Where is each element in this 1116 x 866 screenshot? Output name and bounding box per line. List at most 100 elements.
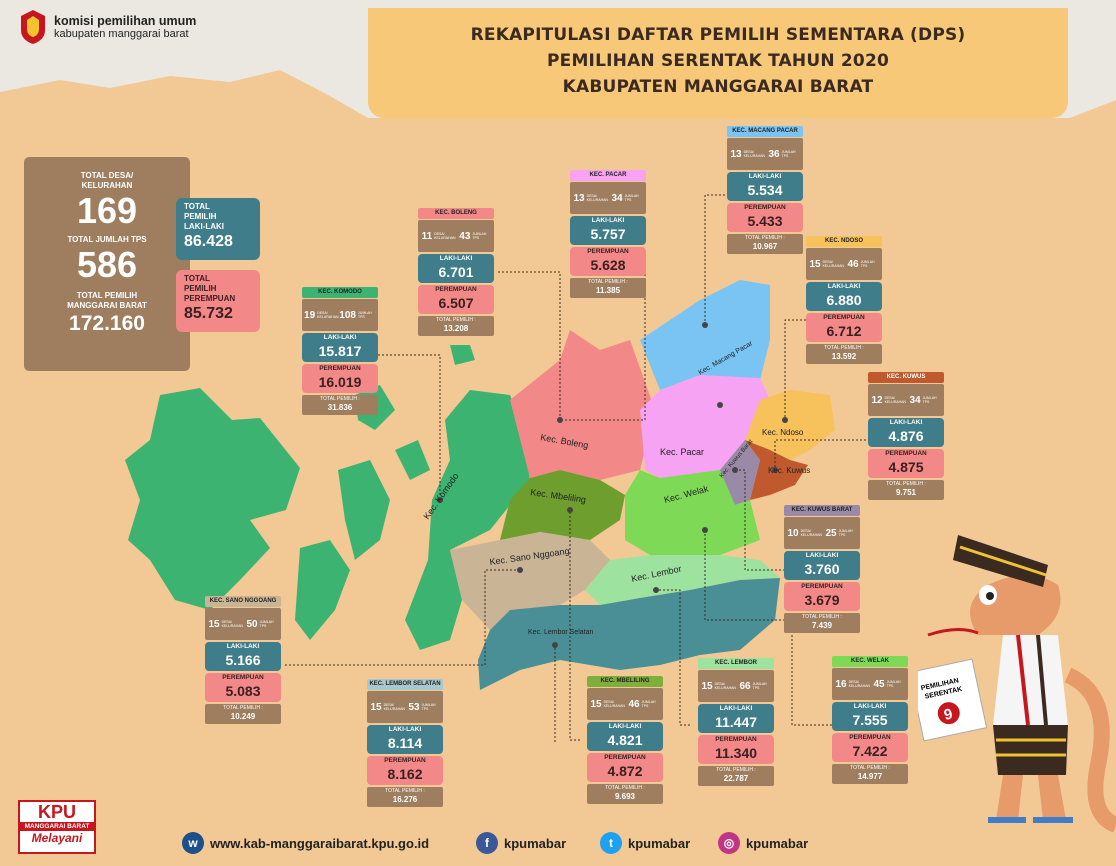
footer-facebook[interactable]: f kpumabar [476,832,566,854]
total-box: TOTAL PEMILIH : 11.385 [570,278,646,298]
perempuan-value: 5.433 [747,213,783,229]
tps-count: 46 [628,698,640,710]
desa-unit: DESA/ KELURAHAN [383,703,405,711]
tps-count: 46 [847,258,859,270]
tps-count: 50 [246,618,258,630]
perempuan-label: PEREMPUAN [744,204,786,211]
total-label: TOTAL PEMILIH : [385,788,425,794]
perempuan-box: PEREMPUAN 3.679 [784,582,860,611]
total-pemilih-label-2: MANGGARAI BARAT [67,301,147,310]
total-tps-label: TOTAL JUMLAH TPS [67,235,147,244]
perempuan-value: 6.712 [826,323,862,339]
region-pacar[interactable] [640,375,770,478]
laki-box: LAKI-LAKI 5.166 [205,642,281,671]
total-box: TOTAL PEMILIH : 9.751 [868,480,944,500]
perempuan-value: 5.628 [590,257,626,273]
desa-unit: DESA/ KELURAHAN [822,260,844,268]
perempuan-box: PEREMPUAN 11.340 [698,735,774,764]
perempuan-label: PEREMPUAN [604,754,646,761]
perempuan-label: PEREMPUAN [801,583,843,590]
laki-value: 7.555 [852,712,888,728]
district-stats: 10 DESA/ KELURAHAN 25 JUMLAH TPS [784,517,860,549]
perempuan-label: PEREMPUAN [435,286,477,293]
region-ndoso[interactable] [745,390,835,460]
perempuan-value: 3.679 [804,592,840,608]
footer-instagram[interactable]: ◎ kpumabar [718,832,808,854]
map-label-kuwus: Kec. Kuwus [768,466,810,475]
facebook-text: kpumabar [504,835,567,851]
total-box: TOTAL PEMILIH : 9.693 [587,784,663,804]
laki-label: LAKI-LAKI [748,173,782,180]
perempuan-label: PEREMPUAN [384,757,426,764]
laki-label: LAKI-LAKI [889,419,923,426]
laki-box: LAKI-LAKI 7.555 [832,702,908,731]
total-perempuan-value: 85.732 [184,305,233,322]
total-desa-label-1: TOTAL DESA/ [80,171,134,180]
desa-unit: DESA/ KELURAHAN [434,232,456,240]
total-perempuan-label-2: PEMILIH [184,284,217,293]
instagram-icon: ◎ [718,832,740,854]
district-name: KEC. LEMBOR SELATAN [367,679,443,690]
laki-box: LAKI-LAKI 8.114 [367,725,443,754]
tps-unit: JUMLAH TPS [641,700,656,708]
perempuan-label: PEREMPUAN [319,365,361,372]
desa-count: 15 [590,698,602,710]
district-card-3: KEC. PACAR 13 DESA/ KELURAHAN 34 JUMLAH TP… [570,170,646,298]
total-perempuan-label-3: PEREMPUAN [184,294,236,303]
footer-twitter[interactable]: t kpumabar [600,832,690,854]
desa-count: 15 [701,680,713,692]
perempuan-label: PEREMPUAN [885,450,927,457]
district-card-4: KEC. MACANG PACAR 13 DESA/ KELURAHAN 36 JU… [727,126,803,254]
region-boleng[interactable] [510,330,655,480]
total-box: TOTAL PEMILIH : 31.836 [302,395,378,415]
region-lembor[interactable] [585,555,780,605]
region-welak[interactable] [625,470,760,560]
total-box: TOTAL PEMILIH : 16.276 [367,787,443,807]
laki-value: 15.817 [318,343,362,359]
laki-value: 6.701 [438,264,474,280]
region-macang[interactable] [640,280,770,390]
total-box: TOTAL PEMILIH : 10.967 [727,234,803,254]
tps-unit: JUMLAH TPS [421,703,436,711]
title-line-1: REKAPITULASI DAFTAR PEMILIH SEMENTARA (D… [470,25,966,45]
title-line-2: PEMILIHAN SERENTAK TAHUN 2020 [546,51,890,71]
desa-unit: DESA/ KELURAHAN [714,682,736,690]
region-komodo[interactable] [405,390,530,650]
laki-label: LAKI-LAKI [719,705,753,712]
total-label: TOTAL PEMILIH : [802,614,842,620]
kpu-logo: komisi pemilihan umum kabupaten manggara… [18,8,196,46]
election-poster [918,658,988,742]
tps-count: 36 [768,148,780,160]
tps-count: 34 [611,192,623,204]
district-stats: 13 DESA/ KELURAHAN 36 JUMLAH TPS [727,138,803,170]
laki-box: LAKI-LAKI 5.757 [570,216,646,245]
kpu-logo-line-1: KPU [37,802,76,822]
total-laki-label-1: TOTAL [184,202,210,211]
region-mbeliling[interactable] [500,470,625,540]
district-name: KEC. SANO NGGOANG [205,596,281,607]
globe-icon: w [182,832,204,854]
laki-label: LAKI-LAKI [226,643,260,650]
laki-label: LAKI-LAKI [805,552,839,559]
island-west-1 [125,388,300,610]
kpu-melayani-logo: KPU MANGGARAI BARAT Melayani [18,800,96,854]
facebook-icon: f [476,832,498,854]
perempuan-value: 4.872 [607,763,643,779]
perempuan-box: PEREMPUAN 7.422 [832,733,908,762]
total-box: TOTAL PEMILIH : 7.439 [784,613,860,633]
island-west-2 [295,540,350,640]
desa-count: 15 [208,618,220,630]
desa-count: 15 [370,701,382,713]
desa-unit: DESA/ KELURAHAN [743,150,765,158]
total-label: TOTAL PEMILIH : [716,767,756,773]
tps-count: 108 [339,309,356,321]
footer-website[interactable]: w www.kab-manggaraibarat.kpu.go.id [182,832,429,854]
perempuan-label: PEREMPUAN [849,734,891,741]
map-label-pacar: Kec. Pacar [660,447,704,457]
title-banner: REKAPITULASI DAFTAR PEMILIH SEMENTARA (D… [368,8,1068,118]
district-stats: 15 DESA/ KELURAHAN 50 JUMLAH TPS [205,608,281,640]
laki-box: LAKI-LAKI 4.821 [587,722,663,751]
komodo-mascot: PEMILIHAN SERENTAK 9 [918,535,1116,833]
district-stats: 16 DESA/ KELURAHAN 45 JUMLAH TPS [832,668,908,700]
